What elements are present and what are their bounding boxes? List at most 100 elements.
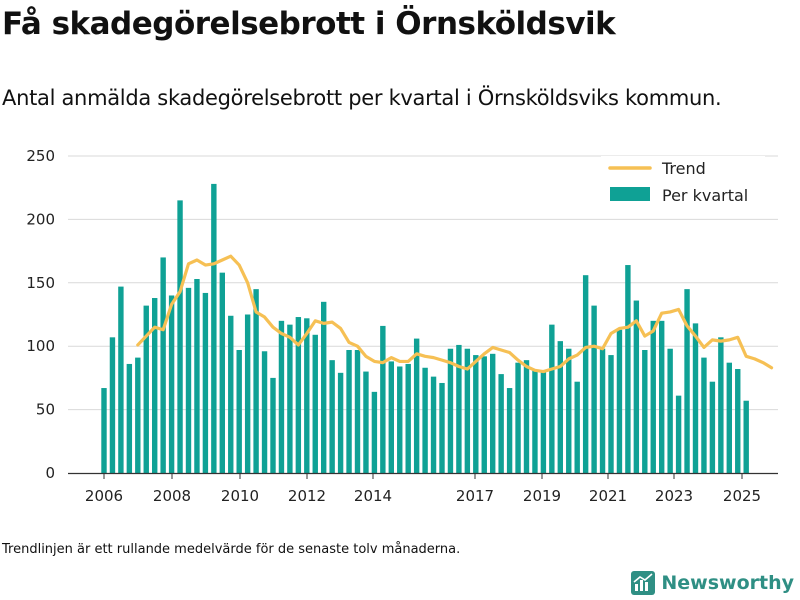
- legend-background: [601, 156, 765, 212]
- x-tick-label: 2014: [354, 487, 392, 505]
- bar: [211, 183, 217, 473]
- bar-series: [101, 183, 749, 473]
- bar: [439, 382, 445, 473]
- bar: [506, 388, 513, 473]
- bar: [371, 391, 378, 473]
- bar: [515, 362, 521, 473]
- y-tick-label: 100: [26, 337, 55, 355]
- bar: [185, 287, 192, 473]
- bar: [109, 337, 116, 473]
- bar: [650, 320, 656, 473]
- y-tick-label: 0: [45, 464, 55, 482]
- bar: [464, 348, 471, 473]
- trend-line: [136, 254, 774, 374]
- bar: [574, 381, 580, 473]
- x-tick-label: 2023: [655, 487, 693, 505]
- bar: [684, 289, 690, 473]
- bar: [447, 348, 454, 473]
- bar: [118, 286, 124, 473]
- bar: [168, 295, 175, 473]
- y-tick-label: 200: [26, 210, 55, 228]
- bar: [523, 360, 530, 473]
- axes: 0 50 100 150 200 250 2006 2008 2010 2012 2014 2017 2…: [26, 147, 778, 505]
- bar: [473, 355, 479, 473]
- x-tick-label: 2010: [221, 487, 259, 505]
- legend-trend-label: Trend: [661, 159, 706, 178]
- bar: [675, 395, 682, 473]
- bar: [616, 329, 623, 473]
- bar: [380, 325, 386, 473]
- bar: [143, 305, 149, 473]
- bar: [194, 279, 200, 473]
- bar: [228, 315, 234, 473]
- y-tick-label: 50: [36, 401, 55, 419]
- legend-bar-label: Per kvartal: [662, 186, 748, 205]
- footnote: Trendlinjen är ett rullande medelvärde f…: [2, 542, 461, 557]
- x-tick-label: 2012: [288, 487, 326, 505]
- bar: [735, 369, 741, 473]
- x-tick-label: 2006: [85, 487, 123, 505]
- bar: [270, 377, 276, 473]
- bar: [244, 314, 251, 473]
- chart-subtitle: Antal anmälda skadegörelsebrott per kvar…: [2, 86, 722, 110]
- bar: [481, 356, 487, 473]
- brand-block: Newsworthy: [631, 569, 794, 597]
- chart-title: Få skadegörelsebrott i Örnsköldsvik: [2, 6, 616, 42]
- bar: [582, 275, 589, 473]
- y-tick-label: 250: [26, 147, 55, 165]
- bar: [253, 289, 259, 473]
- bar: [456, 344, 462, 473]
- bar: [633, 300, 640, 473]
- bar: [692, 323, 699, 473]
- bar: [219, 272, 225, 473]
- bar: [608, 355, 614, 473]
- x-tick-label: 2008: [153, 487, 191, 505]
- bar: [160, 257, 166, 473]
- bar: [101, 388, 107, 473]
- bar: [659, 320, 665, 473]
- bar: [363, 371, 369, 473]
- bar: [337, 372, 344, 473]
- bar: [287, 324, 293, 473]
- bar: [557, 341, 563, 473]
- bar: [540, 371, 547, 473]
- bar: [642, 350, 648, 473]
- bar: [329, 360, 335, 473]
- bar: [430, 376, 437, 473]
- bar: [498, 374, 504, 473]
- bar: [388, 361, 394, 473]
- bar: [422, 367, 428, 473]
- chart-area: 0 50 100 150 200 250 2006 2008 2010 2012 2014 2017 2…: [26, 147, 778, 505]
- legend: Trend Per kvartal: [601, 156, 765, 212]
- bar: [236, 350, 242, 473]
- bar: [177, 200, 183, 473]
- bar: [312, 334, 318, 473]
- brand-name: Newsworthy: [661, 572, 794, 594]
- bar: [532, 370, 538, 473]
- bar: [490, 353, 496, 473]
- bar: [566, 348, 572, 473]
- x-tick-label: 2021: [589, 487, 627, 505]
- bar: [726, 362, 732, 473]
- bar: [126, 363, 133, 473]
- x-tick-label: 2019: [523, 487, 561, 505]
- bar: [701, 357, 707, 473]
- bar: [413, 338, 420, 473]
- x-tick-label: 2025: [723, 487, 761, 505]
- bar: [591, 305, 597, 473]
- x-tick-label: 2017: [456, 487, 494, 505]
- bar: [709, 381, 716, 473]
- trend-series: [136, 254, 774, 374]
- bar: [743, 400, 749, 473]
- bar: [202, 292, 209, 473]
- bar: [152, 298, 158, 473]
- bar: [354, 350, 361, 473]
- bar: [261, 351, 268, 473]
- bar: [397, 366, 403, 473]
- bar: [295, 317, 302, 473]
- bar: [599, 348, 606, 473]
- bar: [321, 301, 327, 473]
- bar: [405, 363, 411, 473]
- bar: [667, 348, 673, 473]
- newsworthy-logo-icon: [631, 571, 656, 595]
